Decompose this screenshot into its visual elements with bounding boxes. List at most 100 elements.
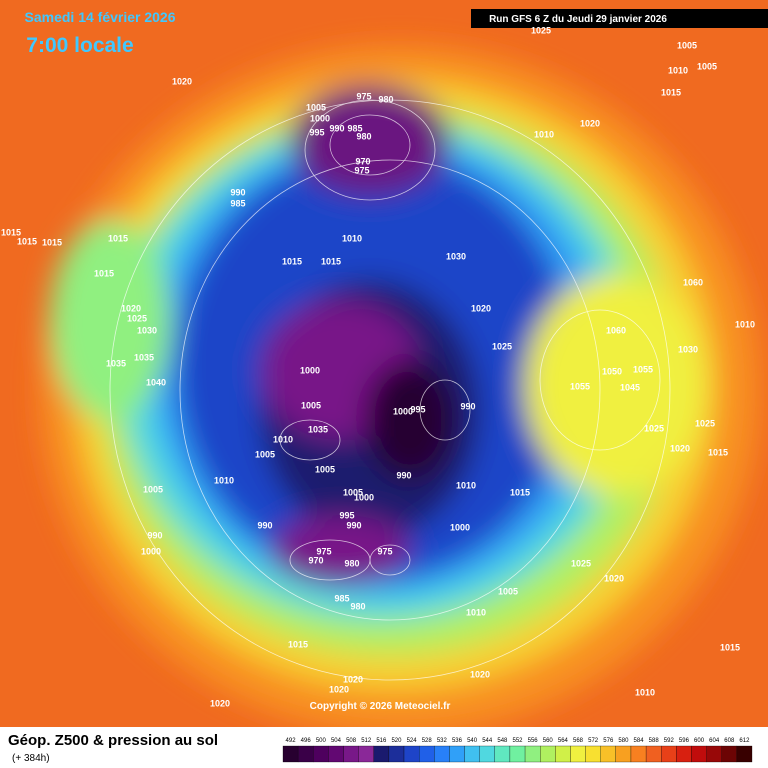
isobar-label: 990 [346, 520, 361, 530]
isobar-label: 1015 [661, 87, 681, 97]
colorbar-label: 580 [618, 738, 629, 744]
isobar-label: 1020 [172, 76, 192, 86]
isobar-label: 990 [396, 470, 411, 480]
time: 7:00 locale [26, 34, 133, 57]
isobar-label: 1005 [315, 464, 335, 474]
isobar-label: 1020 [343, 674, 363, 684]
colorbar-label: 572 [588, 738, 599, 744]
isobar-label: 1025 [531, 25, 551, 35]
colorbar-swatch [509, 745, 526, 763]
isobar-label: 1000 [450, 522, 470, 532]
isobar-label: 1010 [635, 687, 655, 697]
isobar-label: 1005 [343, 487, 363, 497]
isobar-label: 1040 [146, 377, 166, 387]
colorbar-label: 576 [603, 738, 614, 744]
isobars [109, 99, 671, 681]
isobar-label: 1015 [94, 268, 114, 278]
copyright: Copyright © 2026 Meteociel.fr [310, 701, 451, 712]
footer-title: Géop. Z500 & pression au sol [8, 732, 218, 749]
colorbar-label: 536 [452, 738, 463, 744]
isobar-label: 1050 [602, 366, 622, 376]
footer-lead: (+ 384h) [12, 753, 50, 764]
isobar-label: 990 [257, 520, 272, 530]
isobar-label: 995 [309, 127, 324, 137]
colorbar-swatch [524, 745, 541, 763]
isobar-label: 980 [350, 601, 365, 611]
isobar-label: 1005 [498, 586, 518, 596]
isobar-label: 1020 [329, 684, 349, 694]
isobar-label: 1020 [470, 669, 490, 679]
colorbar-label: 612 [739, 738, 750, 744]
isobar-label: 1015 [510, 487, 530, 497]
colorbar: 492 496 500 504 508 512 516 520 524 528 532 536 540 5… [282, 738, 753, 763]
colorbar-swatch [328, 745, 344, 763]
isobar-label: 1015 [720, 642, 740, 652]
isobar-label: 1015 [282, 256, 302, 266]
colorbar-swatch [313, 745, 329, 763]
isobar-label: 980 [378, 94, 393, 104]
colorbar-swatch [464, 745, 480, 763]
colorbar-label: 528 [422, 738, 433, 744]
colorbar-swatch [615, 745, 632, 763]
colorbar-label: 548 [497, 738, 508, 744]
colorbar-swatch [449, 745, 465, 763]
isobar-label: 1035 [308, 424, 328, 434]
isobar-label: 990 [460, 401, 475, 411]
isobar-label: 1055 [570, 381, 590, 391]
isobar-label: 1005 [255, 449, 275, 459]
isobar-label: 1000 [354, 492, 374, 502]
isobar-label: 1005 [143, 484, 163, 494]
colorbar-swatch [585, 745, 601, 763]
isobar-label: 1000 [393, 406, 413, 416]
isobar-label: 970 [308, 555, 323, 565]
isobar-label: 1035 [106, 358, 126, 368]
isobar-label: 990 [329, 123, 344, 133]
isobar-label: 970 [355, 156, 370, 166]
isobar-label: 985 [230, 198, 245, 208]
date: Samedi 14 février 2026 [25, 9, 176, 25]
colorbar-label: 492 [286, 738, 297, 744]
isobar-label: 1015 [708, 447, 728, 457]
colorbar-swatch [661, 745, 677, 763]
isobar-label: 1005 [677, 40, 697, 50]
colorbar-label: 540 [467, 738, 478, 744]
colorbar-swatch [388, 745, 405, 763]
colorbar-swatch [706, 745, 722, 763]
isobar-label: 1010 [668, 65, 688, 75]
colorbar-swatch [282, 745, 299, 763]
isobar-label: 1015 [17, 236, 37, 246]
isobar-label: 1025 [644, 423, 664, 433]
isobar-label: 1005 [697, 61, 717, 71]
colorbar-label: 496 [301, 738, 312, 744]
isobar-label: 995 [410, 404, 425, 414]
isobar-label: 1010 [456, 480, 476, 490]
isobar-label: 1030 [137, 325, 157, 335]
colorbar-label: 596 [679, 738, 690, 744]
colorbar-label: 560 [543, 738, 554, 744]
run-box [471, 9, 768, 28]
colorbar-swatch [555, 745, 571, 763]
field [40, 45, 760, 735]
isobar-label: 990 [147, 530, 162, 540]
isobar-label: 985 [347, 123, 362, 133]
isobar-label: 1030 [678, 344, 698, 354]
isobar-label: 1000 [300, 365, 320, 375]
colorbar-label: 552 [512, 738, 523, 744]
isobar-label: 1005 [301, 400, 321, 410]
colorbar-label: 504 [331, 738, 342, 744]
isobar-label: 1060 [683, 277, 703, 287]
isobar-label: 1025 [127, 313, 147, 323]
colorbar-label: 592 [664, 738, 675, 744]
colorbar-swatch [403, 745, 420, 763]
colorbar-label: 512 [361, 738, 372, 744]
isobar-label: 1010 [214, 475, 234, 485]
isobar-label: 1020 [604, 573, 624, 583]
isobar-label: 975 [377, 546, 392, 556]
isobar-label: 1045 [620, 382, 640, 392]
isobar-label: 990 [230, 187, 245, 197]
isobar-label: 1020 [210, 698, 230, 708]
isobar-label: 975 [316, 546, 331, 556]
colorbar-swatch [630, 745, 647, 763]
